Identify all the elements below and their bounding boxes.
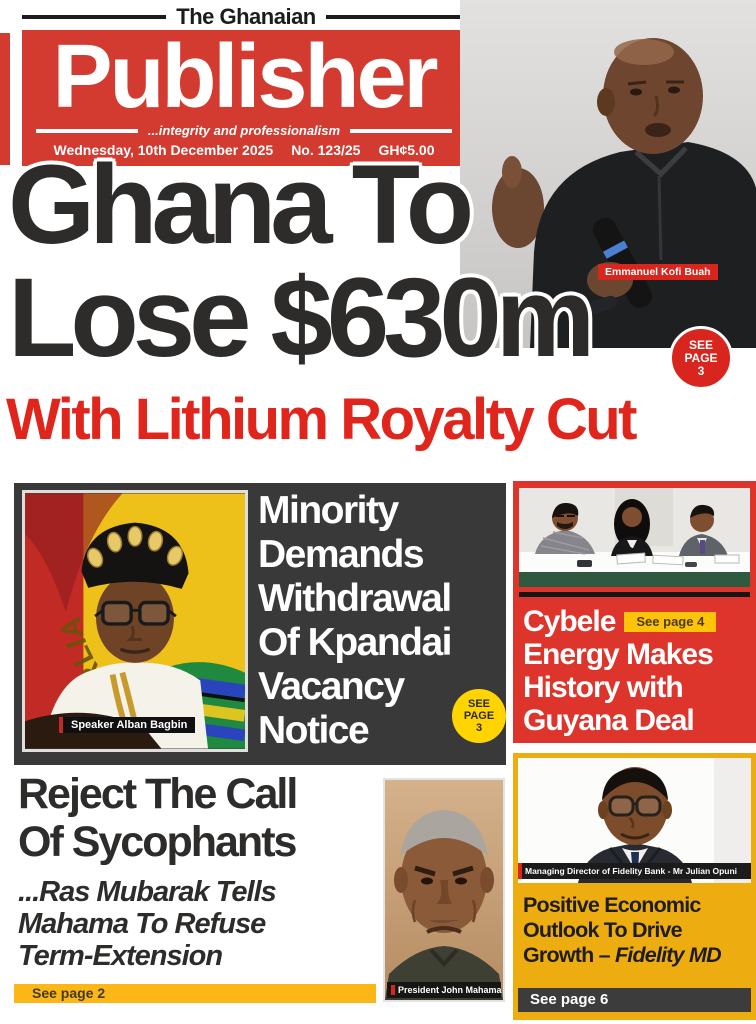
masthead-price: GH¢5.00 — [378, 142, 435, 158]
masthead-left-bleed — [0, 33, 10, 165]
bagbin-photo: PARLIA GH O — [22, 490, 248, 752]
fidelity-headline: Positive Economic Outlook To Drive Growt… — [523, 893, 722, 968]
masthead-issue-number: No. 123/25 — [291, 142, 361, 158]
bagbin-photo-illustration: PARLIA GH O — [25, 493, 245, 749]
sycophants-sub-1: ...Ras Mubarak Tells — [18, 876, 277, 908]
fidelity-line-2: Outlook To Drive — [523, 918, 683, 942]
masthead-title: Publisher — [52, 27, 438, 127]
cybele-line-2: Energy Makes — [523, 638, 714, 671]
see-page-6-bar: See page 6 — [518, 988, 751, 1012]
cybele-photo — [519, 488, 750, 597]
minority-line-2: Demands — [258, 533, 425, 576]
sycophants-headline: Reject The Call Of Sycophants — [18, 770, 298, 866]
lead-subhead: With Lithium Royalty Cut — [6, 387, 637, 452]
kicker-rule-right — [325, 15, 471, 19]
badge-word-see: SEE — [467, 698, 490, 710]
sycophants-subhead: ...Ras Mubarak Tells Mahama To Refuse Te… — [18, 876, 277, 972]
minority-line-4: Of Kpandai — [258, 621, 453, 664]
minority-story-panel: PARLIA GH O — [14, 483, 506, 765]
mahama-caption-text: President John Mahama — [398, 985, 502, 995]
fidelity-story-panel: Managing Director of Fidelity Bank - Mr … — [513, 753, 756, 1020]
lead-photo-caption: Emmanuel Kofi Buah — [598, 264, 718, 280]
kicker-rule-left — [22, 15, 167, 19]
tagline-rule-left — [36, 128, 138, 133]
masthead-kicker-row: The Ghanaian — [22, 4, 471, 30]
lead-photo-illustration — [460, 0, 756, 348]
mahama-photo-caption: President John Mahama — [387, 982, 502, 998]
badge-word-page: PAGE — [463, 710, 495, 722]
mahama-photo-illustration — [385, 780, 503, 1000]
caption-accent — [391, 985, 395, 995]
cybele-photo-illustration — [519, 488, 750, 587]
lead-headline: Ghana To Lose $630m — [8, 142, 595, 380]
sycophants-sub-2: Mahama To Refuse — [18, 908, 266, 940]
fidelity-line-3-italic: Fidelity MD — [614, 943, 722, 967]
sycophants-sub-3: Term-Extension — [18, 940, 223, 972]
cybele-headline: Cybele See page 4 Energy Makes History w… — [523, 605, 717, 737]
bagbin-photo-caption: Speaker Alban Bagbin — [59, 717, 196, 733]
badge-word-see: SEE — [688, 337, 713, 352]
lead-photo: Emmanuel Kofi Buah — [460, 0, 756, 348]
see-page-4-badge: See page 4 — [624, 611, 717, 632]
badge-word-page: PAGE — [684, 350, 718, 365]
cybele-story-panel: Cybele See page 4 Energy Makes History w… — [513, 481, 756, 743]
lead-headline-line1: Ghana To — [8, 142, 474, 267]
cybele-line-3: History with — [523, 671, 684, 704]
badge-page-number: 3 — [475, 722, 483, 734]
badge-page-number: 3 — [697, 363, 705, 378]
see-page-3-badge-yellow: SEE PAGE 3 — [452, 689, 506, 743]
minority-line-6: Notice — [258, 709, 370, 752]
minority-line-3: Withdrawal — [258, 577, 452, 620]
lead-headline-line2: Lose $630m — [8, 255, 595, 380]
masthead-dateline: Wednesday, 10th December 2025 No. 123/25… — [22, 142, 466, 158]
minority-line-5: Vacancy — [258, 665, 405, 708]
masthead-date: Wednesday, 10th December 2025 — [53, 142, 274, 158]
fidelity-line-1: Positive Economic — [523, 893, 701, 917]
masthead-tagline: ...integrity and professionalism — [147, 123, 341, 138]
sycophants-line-1: Reject The Call — [18, 770, 298, 818]
fidelity-photo-caption: Managing Director of Fidelity Bank - Mr … — [518, 863, 751, 879]
cybele-line-4: Guyana Deal — [523, 704, 695, 737]
tagline-rule-right — [350, 128, 452, 133]
minority-line-1: Minority — [258, 489, 399, 532]
see-page-2-bar: See page 2 — [14, 984, 376, 1003]
cybele-line-1: Cybele — [523, 605, 616, 638]
masthead: Publisher ...integrity and professionali… — [22, 30, 466, 166]
mahama-photo: President John Mahama — [383, 778, 505, 1002]
fidelity-photo — [518, 758, 751, 883]
fidelity-line-3: Growth – Fidelity MD — [523, 943, 722, 968]
fidelity-line-3-prefix: Growth – — [523, 943, 615, 967]
minority-headline: Minority Demands Withdrawal Of Kpandai V… — [258, 489, 453, 753]
see-page-3-badge-red: SEE PAGE 3 — [669, 326, 733, 390]
masthead-kicker: The Ghanaian — [176, 4, 316, 29]
sycophants-line-2: Of Sycophants — [18, 818, 297, 866]
masthead-tagline-row: ...integrity and professionalism — [22, 123, 466, 138]
